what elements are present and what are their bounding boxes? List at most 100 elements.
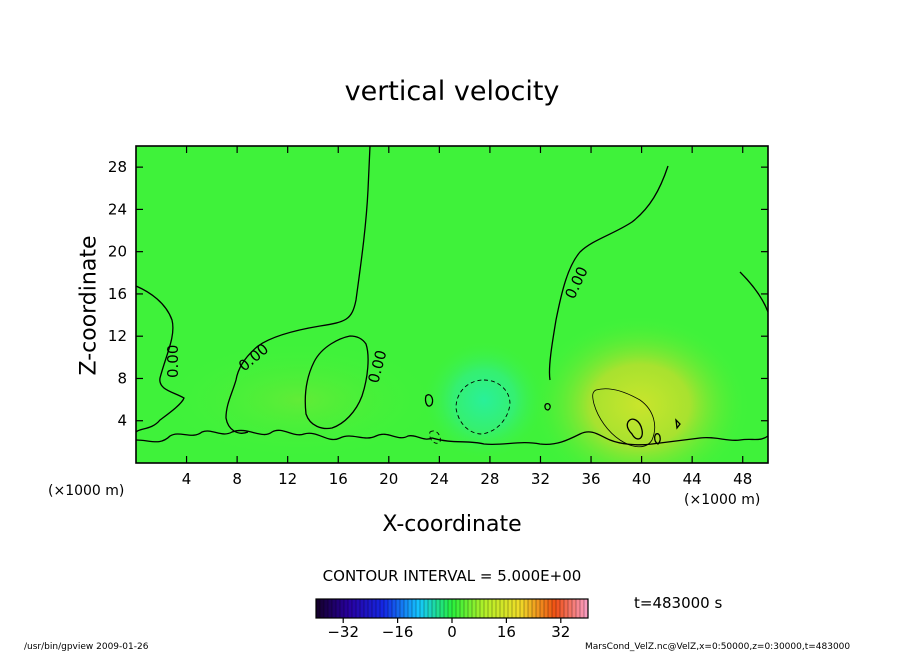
colorbar-cell [400, 599, 405, 618]
zero-contour-ground [136, 429, 768, 446]
zero-contour-right [548, 165, 669, 381]
colorbar-cell [336, 599, 341, 618]
zero-contour-mid-left [225, 146, 371, 434]
colorbar-cell [476, 599, 481, 618]
colorbar-ticks: −32 −16 0 16 32 [327, 618, 570, 641]
colorbar-cell [316, 599, 321, 618]
colorbar-cell [584, 599, 589, 618]
x-tick-label-2: 12 [278, 470, 297, 488]
y-tick-label-3: 16 [108, 285, 127, 303]
x-tick-label-8: 36 [581, 470, 600, 488]
colorbar-cell [408, 599, 413, 618]
colorbar-cell [460, 599, 465, 618]
colorbar [315, 599, 589, 618]
colorbar-cell [328, 599, 333, 618]
y-tick-label-6: 28 [108, 158, 127, 176]
y-tick-label-4: 20 [108, 243, 127, 261]
colorbar-cell [492, 599, 497, 618]
colorbar-cell [564, 599, 569, 618]
colorbar-cell [488, 599, 493, 618]
colorbar-cell [324, 599, 329, 618]
negative-contour-5 [455, 379, 511, 435]
colorbar-cell [420, 599, 425, 618]
colorbar-cell [544, 599, 549, 618]
negative-contours [429, 379, 511, 444]
colorbar-cell [452, 599, 457, 618]
zero-contour-loop [304, 335, 369, 430]
colorbar-tick-label-3: 16 [497, 623, 516, 641]
colorbar-cell [468, 599, 473, 618]
negative-contour-small [429, 430, 441, 444]
x-ticks: 4 8 12 16 20 24 28 32 36 40 44 48 [182, 146, 752, 488]
y-ticks: 4 8 12 16 20 24 28 [108, 158, 768, 430]
x-tick-label-6: 28 [480, 470, 499, 488]
chart-title: vertical velocity [344, 76, 560, 107]
colorbar-cell [360, 599, 365, 618]
zero-contour-speck-1 [654, 433, 661, 445]
x-tick-label-1: 8 [232, 470, 242, 488]
colorbar-cell [520, 599, 525, 618]
colorbar-cell [536, 599, 541, 618]
colorbar-cell [524, 599, 529, 618]
colorbar-cell [340, 599, 345, 618]
colorbar-cell [580, 599, 585, 618]
colorbar-cell [556, 599, 561, 618]
time-text: t=483000 s [634, 594, 723, 612]
colorbar-cell [532, 599, 537, 618]
x-tick-label-10: 44 [683, 470, 702, 488]
plot-area [136, 146, 768, 463]
positive-contours [592, 388, 656, 448]
plot-frame [135, 145, 769, 464]
colorbar-cell [396, 599, 401, 618]
zero-contour-left [136, 285, 185, 433]
colorbar-cell [464, 599, 469, 618]
colorbar-cell [404, 599, 409, 618]
downdraft-glow [422, 340, 546, 460]
colorbar-cell [576, 599, 581, 618]
colorbar-cell [344, 599, 349, 618]
colorbar-cell [540, 599, 545, 618]
y-tick-label-1: 8 [117, 369, 127, 387]
colorbar-cell [368, 599, 373, 618]
colorbar-cell [392, 599, 397, 618]
colorbar-cell [428, 599, 433, 618]
x-tick-label-3: 16 [329, 470, 348, 488]
colorbar-cell [432, 599, 437, 618]
footer-left: /usr/bin/gpview 2009-01-26 [24, 642, 149, 652]
colorbar-cell [508, 599, 513, 618]
colorbar-cell [440, 599, 445, 618]
updraft-glow [530, 315, 750, 463]
colorbar-cell [552, 599, 557, 618]
colorbar-cell [436, 599, 441, 618]
zero-contour-bump-2 [544, 402, 551, 411]
footer-right: MarsCond_VelZ.nc@VelZ,x=0:50000,z=0:3000… [585, 642, 851, 652]
x-tick-label-11: 48 [733, 470, 752, 488]
colorbar-cell [380, 599, 385, 618]
colorbar-cell [504, 599, 509, 618]
colorbar-cell [384, 599, 389, 618]
colorbar-cell [320, 599, 325, 618]
x-unit-right: (×1000 m) [684, 492, 761, 508]
x-axis-label: X-coordinate [382, 512, 522, 537]
colorbar-cell [548, 599, 553, 618]
warm-glow-left [160, 340, 440, 460]
colorbar-cell [364, 599, 369, 618]
colorbar-tick-label-4: 32 [551, 623, 570, 641]
colorbar-cell [444, 599, 449, 618]
zero-contour-bump-1 [424, 394, 434, 407]
contour-interval-text: CONTOUR INTERVAL = 5.000E+00 [322, 567, 582, 585]
zero-contour-updraft [626, 418, 643, 440]
colorbar-cell [496, 599, 501, 618]
colorbar-cell [332, 599, 337, 618]
x-unit-left: (×1000 m) [48, 483, 125, 499]
colorbar-cell [472, 599, 477, 618]
colorbar-tick-label-1: −16 [382, 623, 414, 641]
x-tick-label-0: 4 [182, 470, 192, 488]
x-tick-label-7: 32 [531, 470, 550, 488]
colorbar-cell [448, 599, 453, 618]
colorbar-tick-label-2: 0 [447, 623, 457, 641]
colorbar-cell [560, 599, 565, 618]
colorbar-cell [348, 599, 353, 618]
y-tick-label-2: 12 [108, 327, 127, 345]
